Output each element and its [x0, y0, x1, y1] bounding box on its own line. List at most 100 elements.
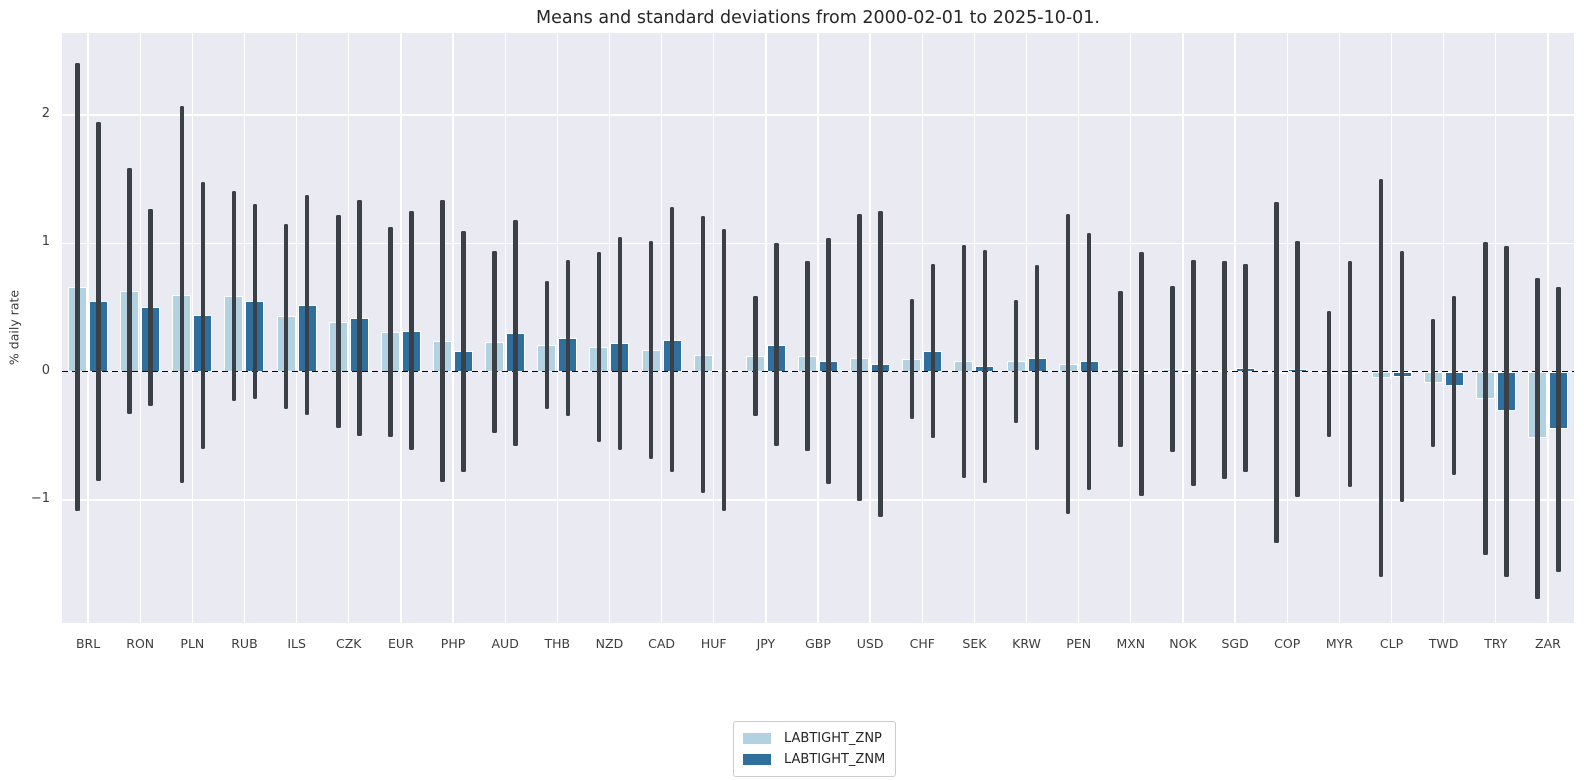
error-bar-labtight_znp	[700, 216, 706, 494]
error-bar-labtight_znp	[596, 252, 602, 443]
vertical-gridline	[765, 33, 767, 623]
error-bar-labtight_znp	[440, 199, 445, 482]
error-bar-labtight_znp	[753, 295, 758, 417]
error-bar-labtight_znm	[252, 203, 258, 399]
horizontal-gridline	[62, 499, 1574, 501]
error-bar-labtight_znm	[409, 211, 414, 450]
vertical-gridline	[452, 33, 454, 623]
error-bar-labtight_znm	[1504, 245, 1509, 577]
vertical-gridline	[1078, 33, 1080, 623]
x-tick-label: CLP	[1379, 636, 1404, 651]
error-bar-labtight_znp	[857, 213, 862, 502]
error-bar-labtight_znp	[1378, 179, 1384, 577]
legend-swatch	[742, 732, 772, 745]
error-bar-labtight_znp	[75, 62, 80, 512]
error-bar-labtight_znp	[1430, 319, 1436, 448]
legend-item: LABTIGHT_ZNP	[742, 728, 885, 749]
horizontal-gridline	[62, 242, 1574, 244]
y-tick-label: 2	[41, 106, 50, 122]
error-bar-labtight_znm	[930, 263, 936, 439]
error-bar-labtight_znm	[1243, 263, 1248, 472]
x-tick-label: BRL	[75, 636, 101, 651]
vertical-gridline	[869, 33, 871, 623]
error-bar-labtight_znm	[1034, 265, 1040, 450]
x-tick-label: SGD	[1221, 636, 1249, 651]
x-tick-label: GBP	[805, 636, 831, 651]
x-tick-label: NZD	[595, 636, 624, 651]
error-bar-labtight_znm	[982, 249, 988, 484]
vertical-gridline	[921, 33, 923, 623]
error-bar-labtight_znm	[721, 229, 727, 512]
error-bar-labtight_znm	[1086, 233, 1092, 490]
error-bar-labtight_znp	[127, 167, 132, 414]
vertical-gridline	[713, 33, 715, 623]
x-tick-label: EUR	[388, 636, 414, 651]
x-tick-label: MYR	[1325, 636, 1353, 651]
vertical-gridline	[1025, 33, 1028, 623]
error-bar-labtight_znp	[1065, 213, 1071, 514]
plot-area	[62, 33, 1574, 623]
vertical-gridline	[1234, 33, 1236, 623]
x-tick-label: CZK	[336, 636, 362, 651]
chart-title: Means and standard deviations from 2000-…	[536, 8, 1100, 28]
error-bar-labtight_znp	[1274, 202, 1279, 544]
y-tick-label: 0	[41, 362, 50, 378]
error-bar-labtight_znm	[1451, 295, 1457, 476]
x-tick-label: AUD	[491, 636, 519, 651]
error-bar-labtight_znp	[1013, 299, 1019, 423]
x-tick-label: JPY	[756, 636, 776, 651]
vertical-gridline	[556, 33, 558, 623]
vertical-gridline	[295, 33, 298, 623]
y-tick-label: 1	[41, 234, 50, 250]
x-tick-label: PEN	[1066, 636, 1092, 651]
legend-label: LABTIGHT_ZNM	[784, 752, 886, 767]
vertical-gridline	[191, 33, 193, 623]
x-tick-label: TWD	[1428, 636, 1459, 651]
error-bar-labtight_znm	[357, 199, 362, 436]
error-bar-labtight_znm	[774, 243, 779, 446]
legend-item: LABTIGHT_ZNM	[742, 749, 885, 770]
vertical-gridline	[1182, 33, 1184, 623]
vertical-gridline	[243, 33, 246, 623]
x-tick-label: SEK	[962, 636, 987, 651]
error-bar-labtight_znm	[826, 238, 831, 485]
vertical-gridline	[87, 33, 89, 623]
error-bar-labtight_znp	[648, 240, 654, 459]
error-bar-labtight_znm	[461, 230, 466, 472]
vertical-gridline	[817, 33, 819, 623]
error-bar-labtight_znm	[1191, 260, 1196, 486]
x-tick-label: CHF	[909, 636, 935, 651]
y-tick-label: −1	[30, 490, 50, 506]
x-tick-label: COP	[1274, 636, 1301, 651]
error-bar-labtight_znm	[96, 121, 101, 481]
x-tick-label: NOK	[1169, 636, 1197, 651]
error-bar-labtight_znm	[304, 194, 310, 416]
error-bar-labtight_znm	[1295, 240, 1300, 498]
error-bar-labtight_znm	[1556, 286, 1561, 572]
x-tick-label: PHP	[440, 636, 466, 651]
error-bar-labtight_znp	[544, 280, 550, 409]
error-bar-labtight_znm	[200, 181, 206, 449]
error-bar-labtight_znp	[961, 244, 967, 479]
vertical-gridline	[139, 33, 141, 623]
horizontal-gridline	[62, 114, 1574, 116]
error-bar-labtight_znm	[1399, 251, 1405, 503]
x-tick-label: TRY	[1484, 636, 1508, 651]
vertical-gridline	[1338, 33, 1341, 623]
error-bar-labtight_znp	[909, 298, 915, 420]
error-bar-labtight_znm	[617, 236, 623, 450]
error-bar-labtight_znp	[1170, 285, 1175, 453]
x-tick-label: KRW	[1012, 636, 1041, 651]
vertical-gridline	[608, 33, 611, 623]
error-bar-labtight_znm	[1139, 252, 1144, 496]
x-tick-label: CAD	[648, 636, 676, 651]
vertical-gridline	[1443, 33, 1445, 623]
error-bar-labtight_znp	[388, 226, 393, 438]
x-tick-label: HUF	[700, 636, 727, 651]
error-bar-labtight_znm	[148, 208, 153, 407]
x-tick-label: USD	[856, 636, 884, 651]
vertical-gridline	[660, 33, 663, 623]
x-tick-label: RON	[126, 636, 155, 651]
error-bar-labtight_znm	[1347, 261, 1353, 488]
